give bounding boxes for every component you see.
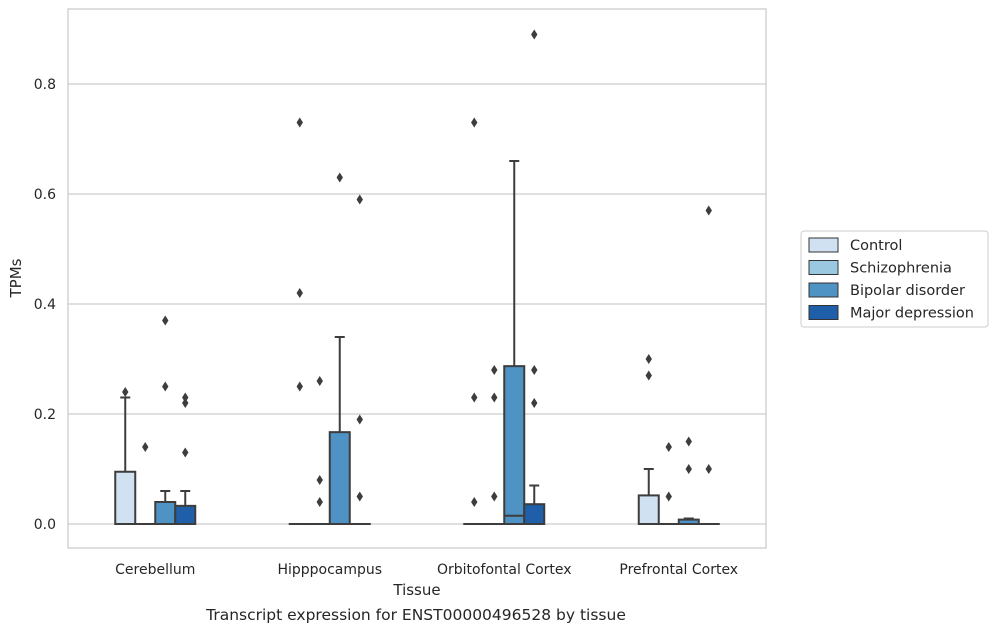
box-3-1 — [657, 442, 680, 526]
box-2-0 — [463, 117, 486, 526]
outlier-point — [531, 29, 538, 40]
outlier-point — [531, 398, 538, 408]
outlier-point — [182, 392, 189, 403]
outlier-point — [162, 381, 169, 392]
y-tick-label: 0.2 — [34, 407, 56, 423]
box-0-1 — [134, 442, 157, 526]
x-tick-label: Cerebellum — [115, 562, 195, 578]
x-tick-label: Hipppocampus — [277, 562, 382, 578]
outlier-point — [491, 365, 498, 375]
outlier-point — [645, 370, 652, 381]
outlier-point — [182, 447, 189, 458]
legend: Control Schizophrenia Bipolar disorder Majo… — [800, 230, 989, 328]
box-3-2 — [677, 436, 700, 525]
figure-caption: Transcript expression for ENST0000049652… — [206, 606, 626, 624]
box-body — [174, 504, 197, 526]
outlier-point — [705, 464, 712, 474]
box-3-0 — [637, 354, 660, 525]
gridlines — [68, 83, 766, 525]
box-1-3 — [348, 194, 371, 526]
x-axis-ticks: Cerebellum Hipppocampus Orbitofontal Corte… — [115, 562, 738, 578]
legend-label: Bipolar disorder — [850, 283, 965, 299]
outlier-point — [531, 365, 538, 375]
box-3-3 — [697, 205, 720, 526]
y-tick-label: 0.0 — [34, 517, 56, 533]
outlier-point — [491, 392, 498, 403]
legend-frame — [800, 230, 989, 328]
outlier-point — [356, 414, 363, 425]
box-0-2 — [154, 315, 177, 525]
box-body — [114, 470, 137, 525]
box-1-0 — [288, 117, 311, 526]
outlier-point — [356, 491, 363, 502]
x-tick-label: Orbitofontal Cortex — [437, 562, 572, 578]
y-tick-label: 0.4 — [34, 297, 56, 313]
outlier-point — [162, 315, 169, 326]
outlier-point — [336, 172, 343, 183]
legend-swatch — [808, 305, 839, 320]
outlier-point — [471, 117, 478, 128]
outlier-point — [142, 442, 149, 452]
outlier-point — [182, 398, 189, 408]
box-1-2 — [328, 172, 351, 525]
outlier-point — [296, 117, 303, 128]
legend-item: Bipolar disorder — [808, 282, 965, 299]
outlier-point — [296, 288, 303, 298]
box-2-1 — [483, 365, 506, 526]
box-0-3 — [174, 392, 197, 526]
legend-swatch — [808, 237, 839, 253]
outlier-point — [316, 376, 323, 386]
legend-label: Control — [850, 238, 902, 254]
legend-items: Control Schizophrenia Bipolar disorder Majo… — [808, 237, 974, 322]
outlier-point — [122, 387, 129, 397]
legend-label: Major depression — [850, 306, 974, 322]
legend-label: Schizophrenia — [850, 261, 952, 277]
outlier-point — [491, 491, 498, 502]
x-axis-label: Tissue — [392, 581, 440, 599]
outlier-point — [705, 205, 712, 216]
outlier-point — [665, 442, 672, 452]
outlier-point — [316, 497, 323, 507]
box-body — [637, 494, 660, 525]
y-tick-label: 0.6 — [34, 187, 56, 203]
outlier-point — [685, 464, 692, 474]
outlier-point — [685, 436, 692, 447]
outlier-point — [471, 392, 478, 403]
box-1-1 — [308, 376, 331, 526]
legend-swatch — [808, 282, 839, 298]
box-0-0 — [114, 387, 137, 525]
legend-item: Control — [808, 237, 902, 254]
y-axis-ticks: 0.0 0.2 0.4 0.6 0.8 — [34, 77, 56, 533]
box-2-2 — [503, 160, 526, 525]
box-body — [523, 503, 546, 526]
outlier-point — [645, 354, 652, 364]
outlier-point — [665, 491, 672, 502]
box-body — [503, 365, 526, 525]
legend-item: Major depression — [808, 305, 974, 322]
box-body — [154, 501, 177, 525]
outlier-point — [296, 381, 303, 392]
plot-area-frame — [67, 8, 767, 549]
outlier-point — [356, 194, 363, 205]
box-2-3 — [523, 29, 546, 526]
x-tick-label: Prefrontal Cortex — [619, 562, 738, 578]
y-tick-label: 0.8 — [34, 77, 56, 93]
box-body — [328, 431, 351, 525]
outlier-point — [471, 497, 478, 507]
box-series — [114, 29, 720, 526]
outlier-point — [316, 475, 323, 485]
legend-swatch — [808, 260, 839, 275]
legend-item: Schizophrenia — [808, 260, 952, 277]
y-axis-label: TPMs — [7, 258, 25, 298]
